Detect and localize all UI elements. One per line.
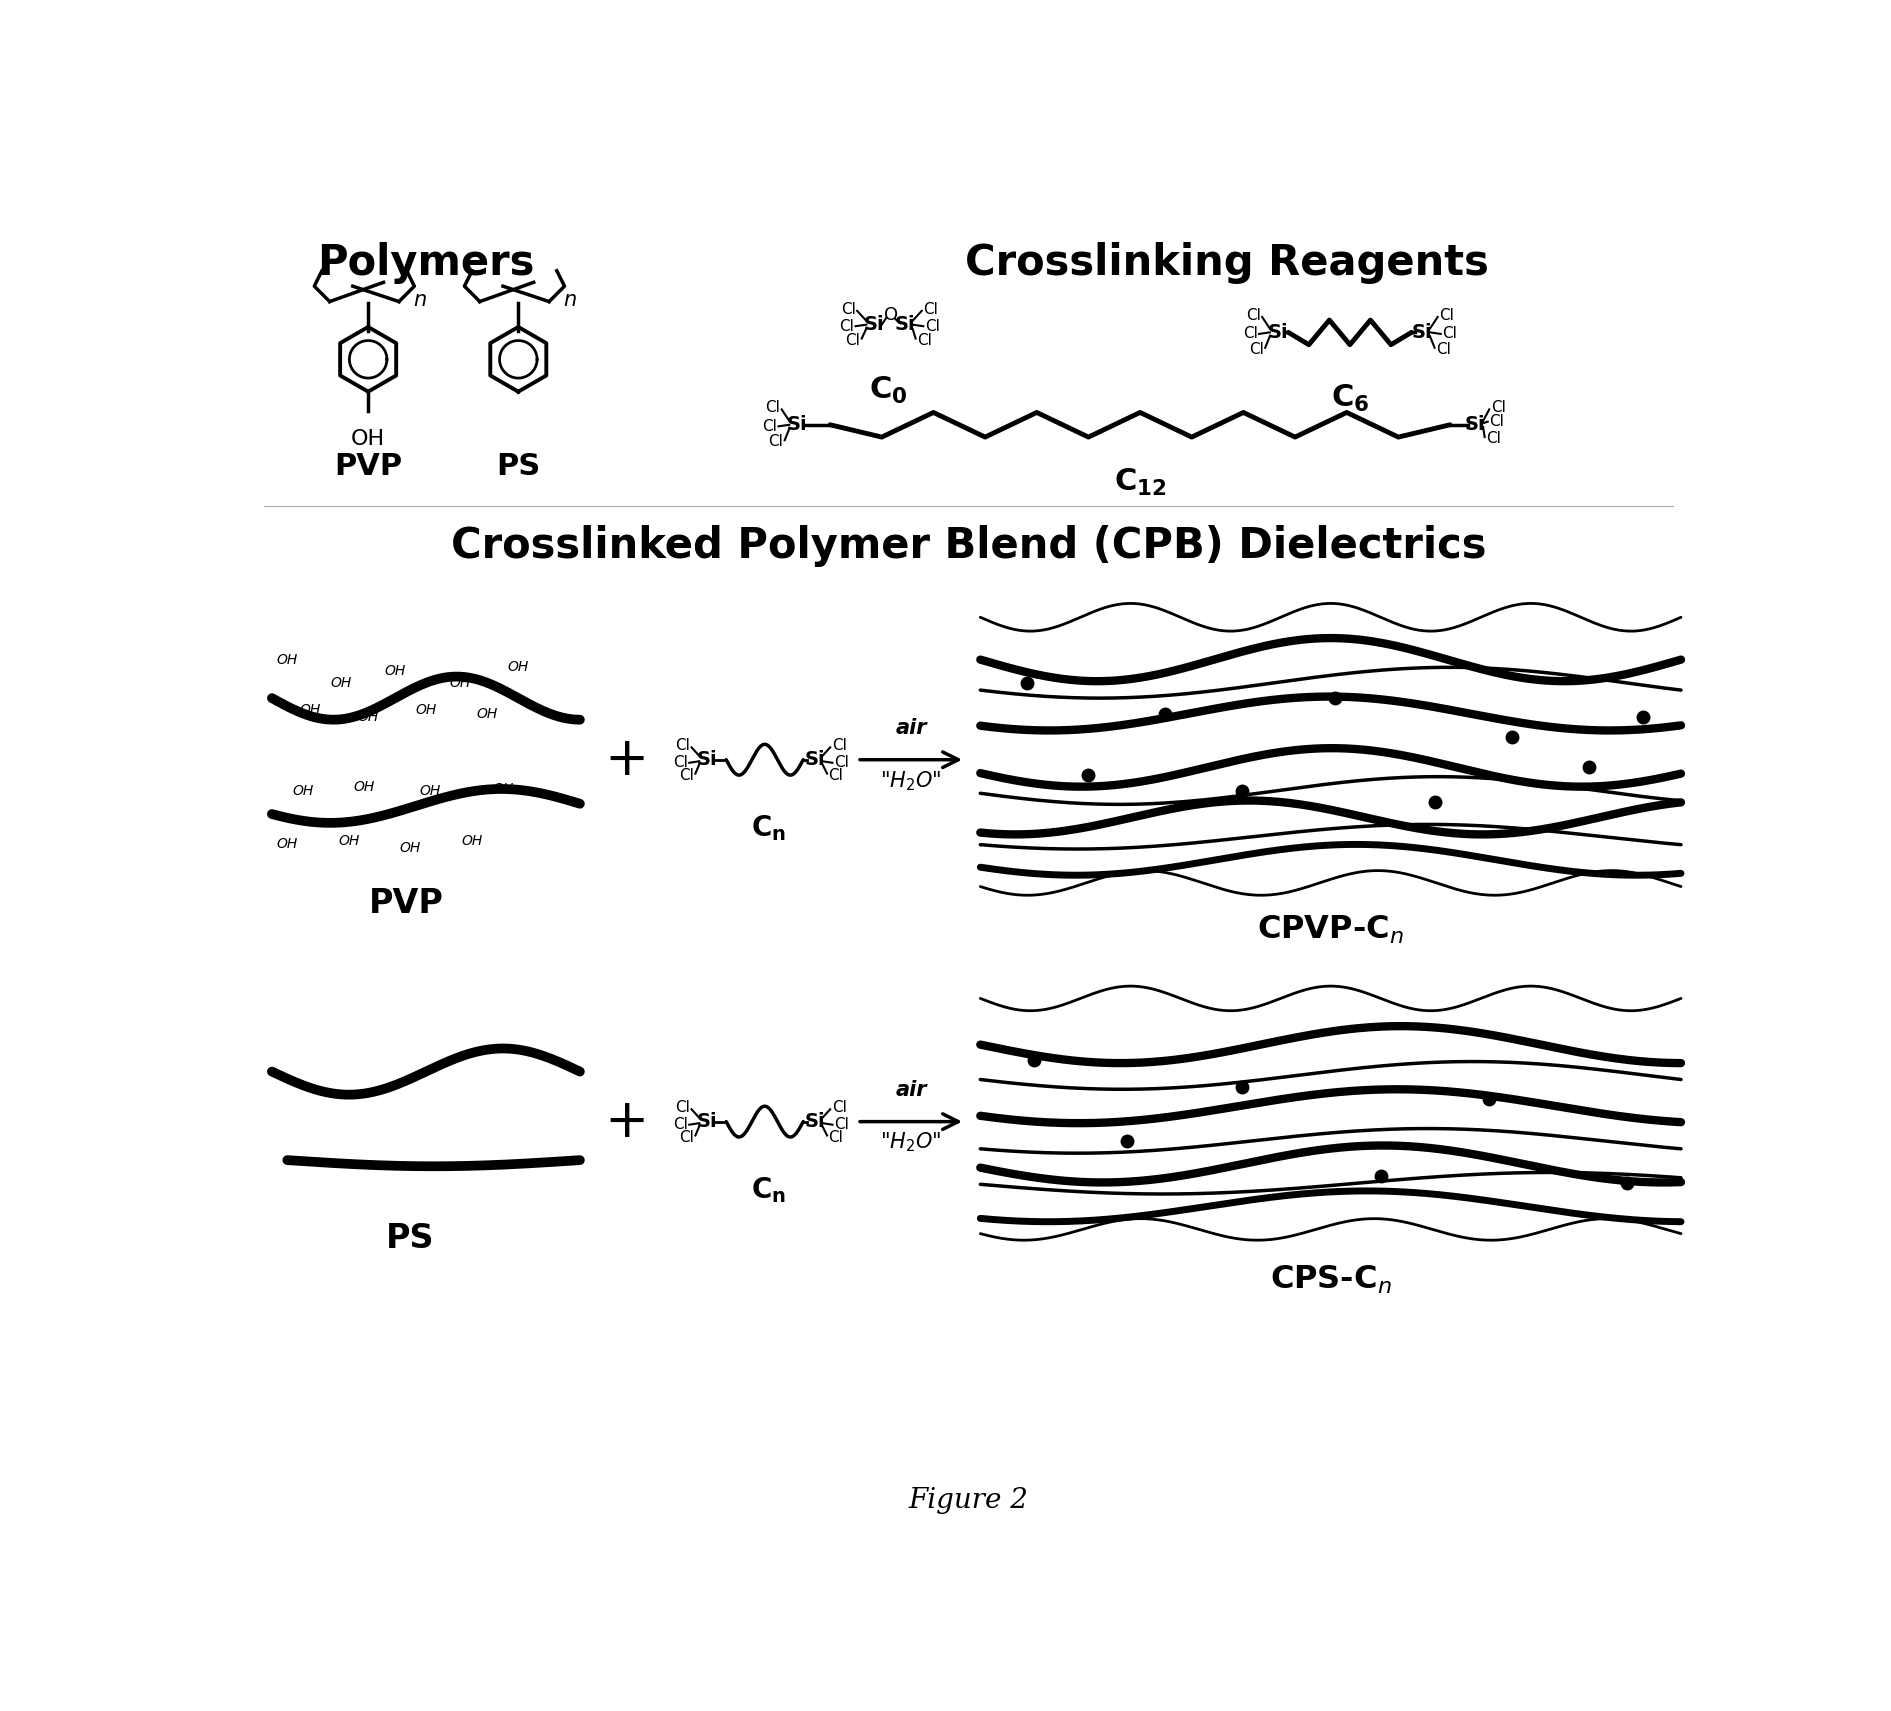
Text: OH: OH	[276, 652, 299, 667]
Text: OH: OH	[461, 833, 482, 847]
Text: Si: Si	[696, 749, 717, 770]
Text: OH: OH	[399, 842, 422, 856]
Text: Cl: Cl	[673, 755, 688, 770]
Text: Cl: Cl	[1439, 308, 1454, 323]
Text: Cl: Cl	[1443, 327, 1458, 342]
Text: Cl: Cl	[923, 301, 938, 317]
Text: Cl: Cl	[1248, 342, 1263, 358]
Text: air: air	[894, 1080, 927, 1100]
Text: Cl: Cl	[1246, 308, 1261, 323]
Text: Cl: Cl	[1486, 431, 1501, 447]
Text: air: air	[894, 719, 927, 737]
Text: Si: Si	[804, 749, 824, 770]
Text: OH: OH	[338, 833, 359, 847]
Text: OH: OH	[291, 784, 314, 797]
Text: Cl: Cl	[675, 1100, 690, 1116]
Text: Cl: Cl	[679, 768, 694, 782]
Text: OH: OH	[352, 429, 386, 448]
Text: Cl: Cl	[679, 1129, 694, 1145]
Text: Cl: Cl	[834, 1117, 849, 1133]
Text: Polymers: Polymers	[318, 243, 535, 284]
Text: OH: OH	[507, 660, 529, 674]
Text: OH: OH	[492, 782, 514, 796]
Text: OH: OH	[450, 676, 471, 690]
Text: PS: PS	[495, 452, 541, 481]
Text: Crosslinking Reagents: Crosslinking Reagents	[964, 243, 1488, 284]
Text: Cl: Cl	[673, 1117, 688, 1133]
Text: Figure 2: Figure 2	[910, 1487, 1029, 1514]
Text: $\mathbf{C_n}$: $\mathbf{C_n}$	[751, 1175, 787, 1205]
Text: OH: OH	[301, 703, 321, 717]
Text: Cl: Cl	[828, 768, 843, 782]
Text: PVP: PVP	[369, 886, 444, 921]
Text: Si: Si	[804, 1112, 824, 1131]
Text: Cl: Cl	[917, 332, 932, 347]
Text: Cl: Cl	[841, 301, 855, 317]
Text: Cl: Cl	[675, 739, 690, 753]
Text: OH: OH	[420, 784, 441, 797]
Text: Crosslinked Polymer Blend (CPB) Dielectrics: Crosslinked Polymer Blend (CPB) Dielectr…	[450, 525, 1486, 566]
Text: OH: OH	[477, 707, 497, 720]
Text: Si: Si	[864, 315, 885, 334]
Text: $\mathbf{C_6}$: $\mathbf{C_6}$	[1331, 383, 1369, 414]
Text: n: n	[564, 291, 577, 310]
Text: Si: Si	[1267, 323, 1288, 342]
Text: Cl: Cl	[766, 400, 781, 416]
Text: OH: OH	[357, 710, 378, 724]
Text: n: n	[412, 291, 425, 310]
Text: Cl: Cl	[845, 332, 860, 347]
Text: Cl: Cl	[925, 318, 940, 334]
Text: Si: Si	[894, 315, 915, 334]
Text: "H$_2$O": "H$_2$O"	[881, 768, 942, 792]
Text: Cl: Cl	[832, 739, 847, 753]
Text: OH: OH	[384, 664, 407, 678]
Text: OH: OH	[354, 780, 374, 794]
Text: CPVP-C$_n$: CPVP-C$_n$	[1258, 914, 1405, 946]
Text: Cl: Cl	[832, 1100, 847, 1116]
Text: Si: Si	[1413, 323, 1433, 342]
Text: Cl: Cl	[1490, 414, 1503, 429]
Text: O: O	[883, 306, 898, 325]
Text: CPS-C$_n$: CPS-C$_n$	[1269, 1264, 1392, 1297]
Text: Cl: Cl	[762, 419, 777, 435]
Text: PS: PS	[386, 1222, 435, 1254]
Text: Cl: Cl	[840, 318, 855, 334]
Text: OH: OH	[416, 703, 437, 717]
Text: Cl: Cl	[1435, 342, 1450, 358]
Text: "H$_2$O": "H$_2$O"	[881, 1131, 942, 1155]
Text: +: +	[603, 1095, 649, 1148]
Text: Cl: Cl	[1490, 400, 1505, 416]
Text: OH: OH	[331, 676, 352, 690]
Text: $\mathbf{C_{12}}$: $\mathbf{C_{12}}$	[1114, 467, 1167, 498]
Text: Cl: Cl	[1242, 327, 1258, 342]
Text: Cl: Cl	[834, 755, 849, 770]
Text: $\mathbf{C_n}$: $\mathbf{C_n}$	[751, 814, 787, 844]
Text: OH: OH	[276, 837, 299, 852]
Text: $\mathbf{C_0}$: $\mathbf{C_0}$	[868, 375, 908, 406]
Text: +: +	[603, 734, 649, 785]
Text: Cl: Cl	[828, 1129, 843, 1145]
Text: PVP: PVP	[335, 452, 403, 481]
Text: Si: Si	[696, 1112, 717, 1131]
Text: Cl: Cl	[768, 435, 783, 450]
Text: Si: Si	[1466, 416, 1486, 435]
Text: Si: Si	[787, 416, 807, 435]
